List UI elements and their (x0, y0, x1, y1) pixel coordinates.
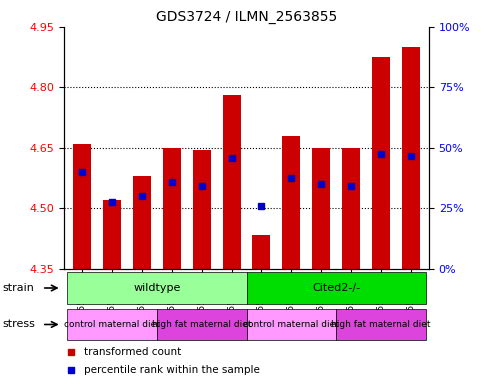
Bar (312, 148, 330, 269)
Text: strain: strain (2, 283, 35, 293)
Bar (73, 144, 91, 269)
Text: Cited2-/-: Cited2-/- (312, 283, 360, 293)
Bar (282, 136, 300, 269)
FancyBboxPatch shape (67, 309, 157, 340)
Bar (252, 235, 271, 269)
Bar (163, 148, 181, 269)
Text: control maternal diet: control maternal diet (64, 320, 160, 329)
Bar (103, 200, 121, 269)
Bar (342, 148, 360, 269)
FancyBboxPatch shape (246, 309, 336, 340)
Text: wildtype: wildtype (133, 283, 180, 293)
Text: stress: stress (2, 319, 35, 329)
Text: high fat maternal diet: high fat maternal diet (152, 320, 251, 329)
Text: high fat maternal diet: high fat maternal diet (331, 320, 431, 329)
Text: percentile rank within the sample: percentile rank within the sample (84, 364, 260, 375)
Text: transformed count: transformed count (84, 347, 181, 358)
Bar (402, 47, 420, 269)
Bar (372, 57, 390, 269)
FancyBboxPatch shape (67, 273, 246, 303)
Text: control maternal diet: control maternal diet (244, 320, 339, 329)
Title: GDS3724 / ILMN_2563855: GDS3724 / ILMN_2563855 (156, 10, 337, 25)
FancyBboxPatch shape (246, 273, 426, 303)
Bar (193, 150, 211, 269)
FancyBboxPatch shape (157, 309, 246, 340)
FancyBboxPatch shape (336, 309, 426, 340)
Bar (133, 176, 151, 269)
Bar (222, 96, 241, 269)
